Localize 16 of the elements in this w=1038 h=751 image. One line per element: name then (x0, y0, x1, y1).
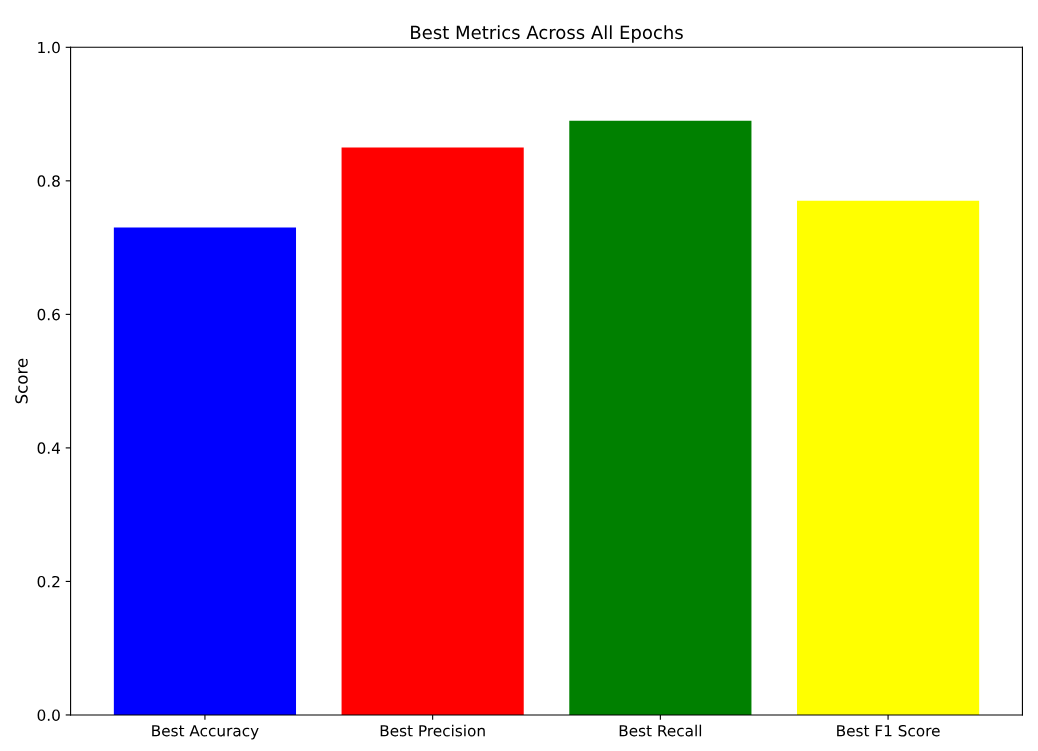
y-tick-label: 0.4 (37, 442, 61, 454)
x-tick-label: Best F1 Score (837, 724, 940, 737)
bar (113, 227, 297, 715)
x-tick-label: Best Accuracy (152, 725, 259, 740)
bar (796, 200, 980, 715)
y-tick-label: 0.2 (37, 575, 60, 588)
x-tick-label: Best Recall (619, 724, 702, 737)
bar (341, 147, 524, 715)
y-tick-label: 0.6 (37, 308, 60, 321)
y-tick-label: 0.8 (37, 175, 60, 187)
y-axis-title: Score (15, 358, 28, 404)
y-tick-label: 0.0 (37, 709, 60, 721)
x-tick-label: Best Precision (380, 724, 485, 737)
chart-title: Best Metrics Across All Epochs (411, 25, 683, 43)
y-tick-label: 1.0 (38, 41, 60, 54)
bar (569, 120, 752, 715)
